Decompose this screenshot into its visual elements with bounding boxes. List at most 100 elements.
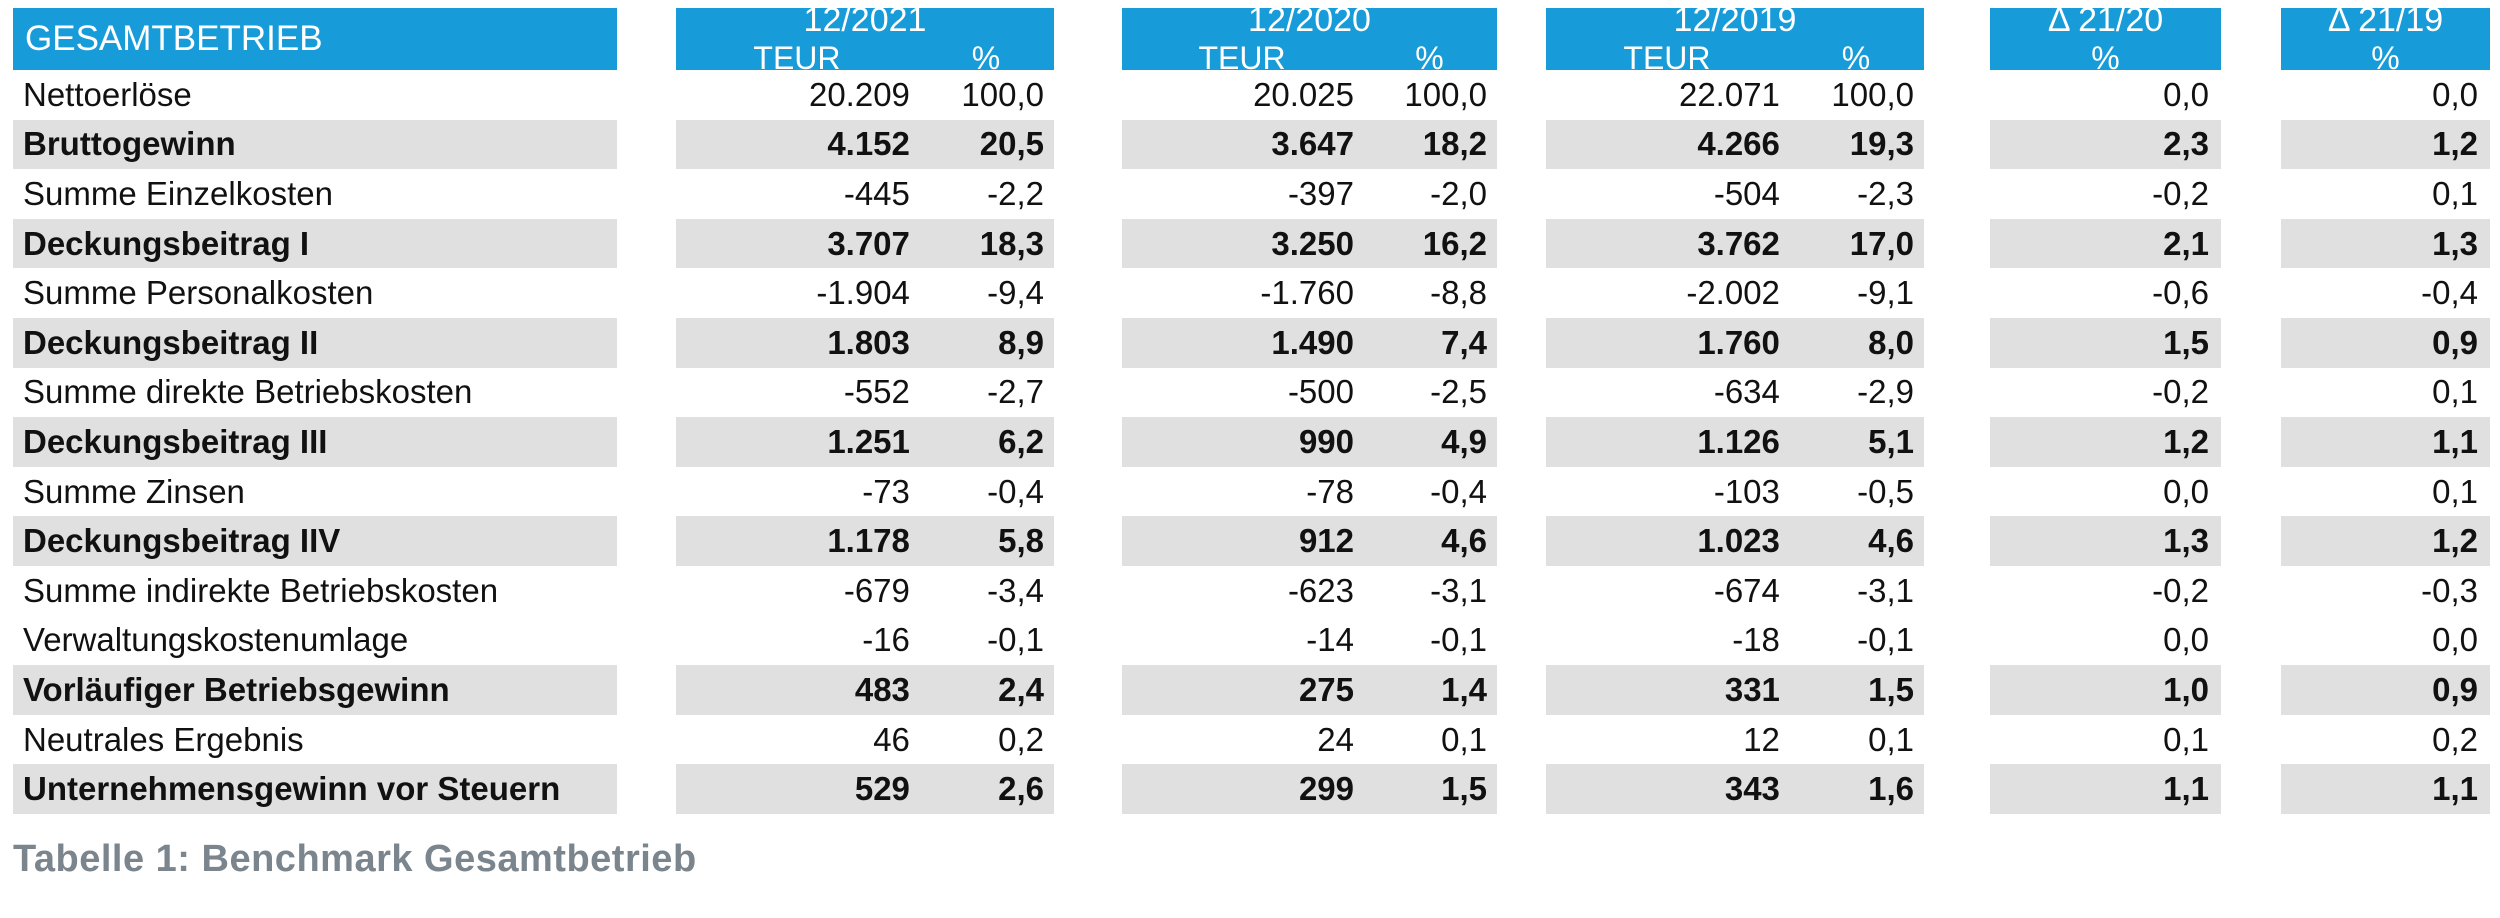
table-row: Summe Personalkosten -1.904 -9,4 -1.760 -8,8…: [13, 268, 2490, 318]
percent-value: 0,2: [998, 720, 1044, 758]
teur-value: -16: [862, 621, 910, 659]
delta-value-block: 1,1: [2281, 764, 2490, 814]
percent-value: 17,0: [1849, 224, 1914, 262]
delta-value-block: 1,1: [2281, 417, 2490, 467]
period-value-block: 331 1,5: [1546, 665, 1924, 715]
period-value-block: 22.071 100,0: [1546, 70, 1924, 120]
teur-value: -397: [1287, 174, 1354, 212]
period-value-block: 1.126 5,1: [1546, 417, 1924, 467]
teur-value: -1.904: [816, 274, 910, 312]
table-row: Unternehmensgewinn vor Steuern 529 2,6 299 1…: [13, 764, 2490, 814]
table-row: Summe Einzelkosten -445 -2,2 -397 -2,0 -504 -2…: [13, 169, 2490, 219]
teur-value: -504: [1713, 174, 1780, 212]
period-value-block: -623 -3,1: [1122, 566, 1497, 616]
period-value-block: 1.178 5,8: [676, 516, 1054, 566]
table-row: Summe Zinsen -73 -0,4 -78 -0,4 -103 -0,5 0,0 0,1: [13, 467, 2490, 517]
period-value-block: -504 -2,3: [1546, 169, 1924, 219]
period-value-block: -552 -2,7: [676, 368, 1054, 418]
teur-value: 46: [873, 720, 910, 758]
period-subheader: TEUR%: [1122, 40, 1497, 77]
delta-value: 1,1: [2163, 770, 2209, 808]
percent-value: -2,2: [987, 174, 1044, 212]
period-value-block: -445 -2,2: [676, 169, 1054, 219]
table-row: Bruttogewinn 4.152 20,5 3.647 18,2 4.266 19,3 2…: [13, 119, 2490, 170]
teur-value: 483: [854, 670, 910, 708]
percent-value: 0,1: [1868, 720, 1914, 758]
percent-column-header: %: [2371, 40, 2400, 76]
teur-value: 299: [1298, 770, 1354, 808]
delta-value: -0,4: [2421, 274, 2478, 312]
delta-value: -0,2: [2152, 174, 2209, 212]
delta-value-block: 0,1: [2281, 368, 2490, 418]
teur-value: -103: [1713, 472, 1780, 510]
period-value-block: 1.251 6,2: [676, 417, 1054, 467]
period-value-block: -674 -3,1: [1546, 566, 1924, 616]
delta-value: 1,1: [2432, 422, 2478, 460]
row-label-cell: Deckungsbeitrag II: [13, 317, 617, 368]
period-subheader: TEUR%: [676, 40, 1054, 77]
delta-value: 0,0: [2163, 75, 2209, 113]
delta-value: 1,2: [2163, 422, 2209, 460]
percent-value: 6,2: [998, 422, 1044, 460]
delta-value: 0,9: [2432, 670, 2478, 708]
teur-value: 3.250: [1271, 224, 1354, 262]
teur-value: -634: [1713, 373, 1780, 411]
percent-value: -8,8: [1430, 274, 1487, 312]
percent-value: 18,2: [1422, 125, 1487, 163]
table-body: Nettoerlöse 20.209 100,0 20.025 100,0 22.071 1…: [13, 70, 2490, 814]
row-label-cell: Deckungsbeitrag I: [13, 218, 617, 269]
teur-value: 3.762: [1697, 224, 1780, 262]
period-value-block: 1.803 8,9: [676, 317, 1054, 368]
delta-value: 0,1: [2432, 174, 2478, 212]
percent-value: 7,4: [1441, 323, 1487, 361]
percent-value: 100,0: [1831, 75, 1914, 113]
row-label-cell: Unternehmensgewinn vor Steuern: [13, 764, 617, 814]
period-label: 12/2019: [1673, 1, 1797, 39]
delta-value: 1,5: [2163, 323, 2209, 361]
delta-value-block: -0,6: [1990, 268, 2221, 318]
period-value-block: 3.250 16,2: [1122, 218, 1497, 269]
percent-value: 4,9: [1441, 422, 1487, 460]
table-row: Deckungsbeitrag IIV 1.178 5,8 912 4,6 1.023 4,…: [13, 516, 2490, 566]
delta-value: 2,1: [2163, 224, 2209, 262]
period-subheader: TEUR%: [1546, 40, 1924, 77]
period-value-block: -103 -0,5: [1546, 467, 1924, 517]
row-label: Neutrales Ergebnis: [23, 720, 304, 758]
delta-value-block: 0,1: [2281, 169, 2490, 219]
teur-value: 24: [1317, 720, 1354, 758]
period-value-block: -18 -0,1: [1546, 616, 1924, 666]
period-value-block: 20.025 100,0: [1122, 70, 1497, 120]
teur-value: 20.209: [808, 75, 910, 113]
delta-value-block: 1,2: [2281, 119, 2490, 170]
percent-value: 16,2: [1422, 224, 1487, 262]
delta-value: -0,6: [2152, 274, 2209, 312]
period-value-block: 1.760 8,0: [1546, 317, 1924, 368]
table-row: Neutrales Ergebnis 46 0,2 24 0,1 12 0,1 0,1 0,2: [13, 715, 2490, 765]
period-value-block: -2.002 -9,1: [1546, 268, 1924, 318]
percent-value: 4,6: [1441, 522, 1487, 560]
teur-column-header: TEUR: [1198, 40, 1286, 76]
percent-value: -2,9: [1857, 373, 1914, 411]
delta-value: 0,2: [2432, 720, 2478, 758]
table-row: Summe direkte Betriebskosten -552 -2,7 -500…: [13, 368, 2490, 418]
teur-value: 3.707: [827, 224, 910, 262]
row-label: Summe Personalkosten: [23, 274, 374, 312]
teur-value: -674: [1713, 571, 1780, 609]
period-header-block: 12/2019 TEUR%: [1546, 1, 1924, 76]
period-value-block: -1.760 -8,8: [1122, 268, 1497, 318]
delta-value-block: 2,3: [1990, 119, 2221, 170]
delta-value: 0,1: [2432, 373, 2478, 411]
percent-value: 2,4: [998, 670, 1044, 708]
percent-value: -2,5: [1430, 373, 1487, 411]
delta-value-block: 1,2: [2281, 516, 2490, 566]
teur-value: -623: [1287, 571, 1354, 609]
percent-value: 5,1: [1868, 422, 1914, 460]
percent-value: -2,0: [1430, 174, 1487, 212]
row-label-cell: Neutrales Ergebnis: [13, 715, 617, 765]
delta-value: 0,1: [2163, 720, 2209, 758]
teur-value: 4.152: [827, 125, 910, 163]
percent-value: -0,4: [1430, 472, 1487, 510]
period-value-block: 990 4,9: [1122, 417, 1497, 467]
row-label-cell: Verwaltungskostenumlage: [13, 616, 617, 666]
delta-value-block: 0,0: [2281, 616, 2490, 666]
